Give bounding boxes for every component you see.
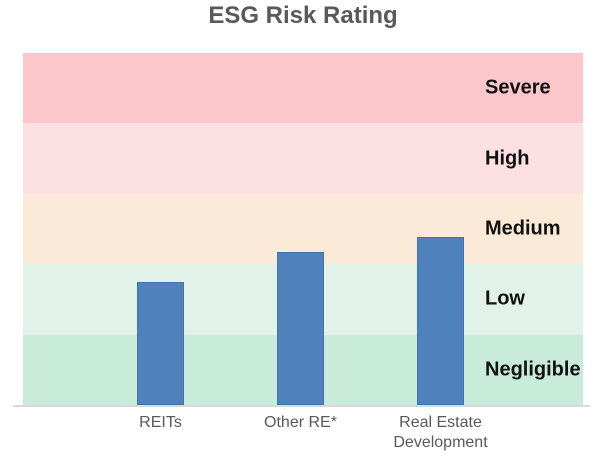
risk-band-severe: Severe bbox=[23, 53, 583, 124]
x-axis-line bbox=[13, 405, 590, 407]
x-label-reits: REITs bbox=[139, 414, 182, 431]
risk-band-label-low: Low bbox=[485, 287, 525, 310]
risk-band-label-high: High bbox=[485, 147, 530, 170]
risk-band-label-severe: Severe bbox=[485, 76, 551, 99]
chart-title: ESG Risk Rating bbox=[208, 2, 398, 29]
risk-band-label-negligible: Negligible bbox=[485, 358, 581, 381]
bar-real-estate-development bbox=[417, 236, 464, 405]
risk-band-high: High bbox=[23, 123, 583, 194]
x-label-real-estate-development: Real Estate Development bbox=[393, 414, 488, 451]
plot-area: Severe High Medium Low Negligible bbox=[23, 53, 583, 405]
bar-reits bbox=[137, 281, 184, 405]
bar-other-re bbox=[277, 252, 324, 405]
x-label-other-re: Other RE* bbox=[264, 414, 337, 431]
risk-band-label-medium: Medium bbox=[485, 217, 561, 240]
